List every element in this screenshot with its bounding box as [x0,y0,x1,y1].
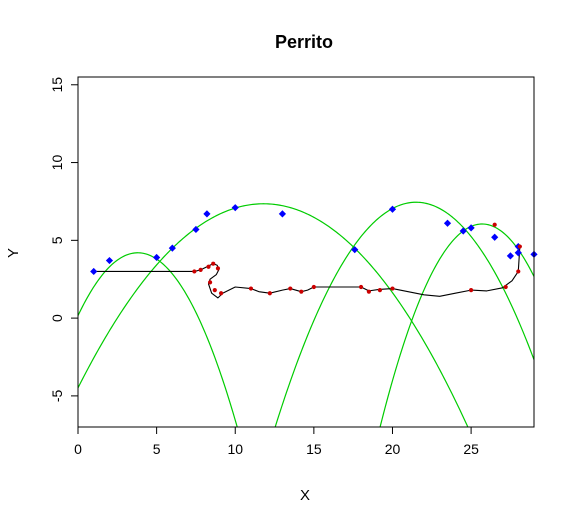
y-axis-label: Y [5,248,22,258]
y-tick-label: 0 [49,314,65,322]
red-data-point [211,261,216,266]
blue-data-point [231,204,239,212]
trajectory-lines [93,246,521,299]
red-data-point [492,222,497,227]
blue-data-point [443,219,452,227]
scatter-points [90,204,538,296]
x-tick-label: 5 [153,441,161,457]
parabola-curves [78,201,534,427]
parabola-curve [379,223,534,427]
blue-data-point [278,210,287,218]
red-data-point [516,269,521,274]
red-data-point [390,286,395,291]
x-axis-label: X [300,487,310,504]
y-axis: -5 0 5 10 15 [49,77,79,402]
red-data-point [248,286,254,291]
x-tick-label: 15 [306,441,322,457]
red-data-point [215,266,221,271]
trajectory-line [93,246,521,299]
blue-data-point [153,253,161,262]
x-tick-label: 25 [463,441,479,457]
blue-data-point [467,224,475,232]
blue-data-point [203,210,211,218]
chart-title: Perrito [275,32,333,52]
parabola-curve [274,201,534,427]
blue-data-point [491,233,499,241]
red-data-point [366,289,371,294]
x-tick-label: 20 [385,441,401,457]
blue-data-point [168,244,176,252]
parabola-curve [78,203,469,427]
blue-data-point [459,227,467,235]
x-axis: 0 5 10 15 20 25 [74,426,479,457]
parabola-curve [78,252,238,427]
red-data-point [267,291,272,296]
red-data-point [218,291,224,296]
red-data-point [358,284,364,290]
y-tick-label: -5 [49,389,65,402]
red-data-point [377,288,383,293]
red-data-point [212,288,217,293]
red-data-point [469,288,474,293]
red-data-point [198,267,203,272]
blue-data-point [506,252,515,260]
blue-data-point [192,225,200,234]
red-data-point [299,289,304,294]
blue-data-point [514,249,522,257]
red-data-point [288,286,293,291]
red-data-point [503,284,508,290]
blue-data-point [90,267,98,276]
y-tick-label: 15 [49,77,65,93]
blue-data-point [351,246,359,254]
y-tick-label: 10 [49,155,65,171]
x-tick-label: 10 [227,441,243,457]
y-tick-label: 5 [49,236,65,244]
red-data-point [517,244,522,249]
blue-data-point [105,256,114,265]
red-data-point [206,264,211,269]
red-data-point [192,269,197,274]
x-tick-label: 0 [74,441,82,457]
red-data-point [311,284,316,290]
plot-frame [77,76,535,428]
red-data-point [207,280,213,285]
blue-data-point [388,205,397,213]
